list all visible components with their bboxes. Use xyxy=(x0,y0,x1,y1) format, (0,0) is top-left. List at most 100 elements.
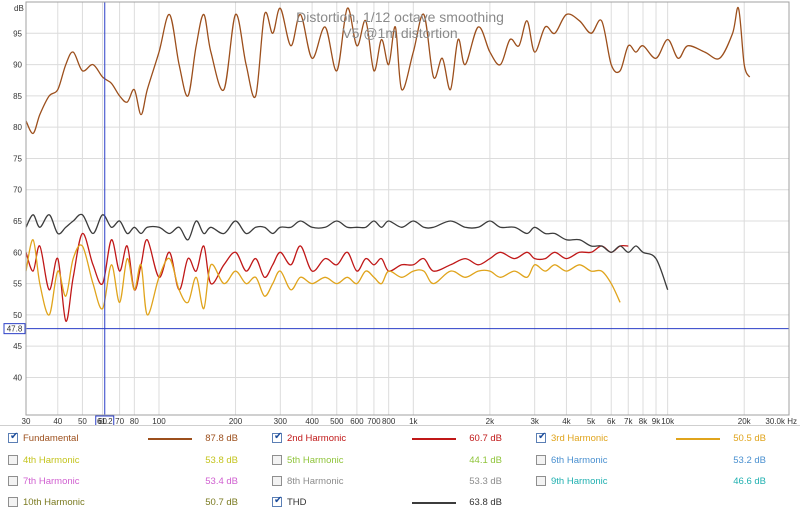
x-tick-label: 60 xyxy=(98,417,107,425)
legend-checkbox-4th-harmonic[interactable] xyxy=(8,455,18,465)
chart-subtitle: V5 @1m distortion xyxy=(342,25,457,41)
x-tick-label: 500 xyxy=(330,417,344,425)
legend-swatch xyxy=(148,438,192,440)
x-tick-label: 100 xyxy=(152,417,166,425)
legend-checkbox-thd[interactable]: ✔ xyxy=(272,495,283,507)
legend-value: 53.4 dB xyxy=(205,476,238,487)
legend-item-4th-harmonic[interactable]: 4th Harmonic 53.8 dB xyxy=(8,452,258,470)
legend-swatch xyxy=(676,438,720,440)
legend-value: 50.5 dB xyxy=(733,433,766,444)
cursor-x-value: 61.2 xyxy=(97,417,113,425)
legend-value: 53.2 dB xyxy=(733,455,766,466)
cursor[interactable]: 61.2 47.8 xyxy=(3,2,789,425)
x-tick-label: 10k xyxy=(661,417,675,425)
plot-frame xyxy=(25,1,790,416)
x-tick-label: 40 xyxy=(53,417,62,425)
checkmark-icon: ✔ xyxy=(274,495,283,506)
x-tick-label: 5k xyxy=(587,417,596,425)
y-tick-label: 50 xyxy=(13,311,22,320)
checkmark-icon: ✔ xyxy=(538,431,547,442)
legend-item-2nd-harmonic[interactable]: ✔ 2nd Harmonic 60.7 dB xyxy=(272,430,522,448)
x-tick-label: 2k xyxy=(486,417,495,425)
x-tick-label: 600 xyxy=(350,417,364,425)
x-tick-label: 7k xyxy=(624,417,633,425)
legend-item-5th-harmonic[interactable]: 5th Harmonic 44.1 dB xyxy=(272,452,522,470)
y-tick-label: 85 xyxy=(13,92,22,101)
y-tick-label: 70 xyxy=(13,186,22,195)
legend-item-8th-harmonic[interactable]: 8th Harmonic 53.3 dB xyxy=(272,473,522,491)
legend-label: THD xyxy=(287,497,307,508)
x-tick-label: 300 xyxy=(274,417,288,425)
legend-value: 53.3 dB xyxy=(469,476,502,487)
legend-item-thd[interactable]: ✔ THD 63.8 dB xyxy=(272,494,522,512)
legend-item-10th-harmonic[interactable]: 10th Harmonic 50.7 dB xyxy=(8,494,258,512)
legend-label: 4th Harmonic xyxy=(23,455,80,466)
x-tick-label: 8k xyxy=(639,417,648,425)
legend-checkbox-fundamental[interactable]: ✔ xyxy=(8,431,19,443)
legend-swatch xyxy=(412,502,456,504)
y-tick-label: 90 xyxy=(13,61,22,70)
legend-value: 63.8 dB xyxy=(469,497,502,508)
series-layer xyxy=(25,6,751,322)
x-tick-label: 30 xyxy=(22,417,31,425)
x-tick-label: 80 xyxy=(130,417,139,425)
legend-label: 2nd Harmonic xyxy=(287,433,347,444)
legend-item-3rd-harmonic[interactable]: ✔ 3rd Harmonic 50.5 dB xyxy=(536,430,786,448)
legend-item-9th-harmonic[interactable]: 9th Harmonic 46.6 dB xyxy=(536,473,786,491)
x-tick-label: 6k xyxy=(607,417,616,425)
y-axis-unit: dB xyxy=(14,4,24,13)
legend-value: 46.6 dB xyxy=(733,476,766,487)
y-tick-label: 75 xyxy=(13,154,22,163)
legend-value: 53.8 dB xyxy=(205,455,238,466)
legend-label: Fundamental xyxy=(23,433,79,444)
x-tick-label: 800 xyxy=(382,417,396,425)
plot-background xyxy=(0,0,800,425)
series-line-3rd-harmonic xyxy=(25,239,621,316)
legend-label: 9th Harmonic xyxy=(551,476,608,487)
legend-value: 44.1 dB xyxy=(469,455,502,466)
y-tick-label: 80 xyxy=(13,123,22,132)
y-tick-label: 65 xyxy=(13,217,22,226)
legend-item-fundamental[interactable]: ✔ Fundamental 87.8 dB xyxy=(8,430,258,448)
checkmark-icon: ✔ xyxy=(10,431,19,442)
cursor-y-label-box xyxy=(3,323,26,335)
y-tick-label: 95 xyxy=(13,29,22,38)
legend-label: 6th Harmonic xyxy=(551,455,608,466)
legend-checkbox-2nd-harmonic[interactable]: ✔ xyxy=(272,431,282,443)
series-line-fundamental xyxy=(25,6,751,135)
legend-value: 60.7 dB xyxy=(469,433,502,444)
series-line-thd xyxy=(25,213,669,291)
x-tick-label: 4k xyxy=(562,417,571,425)
chart-title: Distortion, 1/12 octave smoothing xyxy=(296,9,504,25)
legend-checkbox-10th-harmonic[interactable] xyxy=(8,497,18,507)
legend-label: 10th Harmonic xyxy=(23,497,85,508)
legend-value: 87.8 dB xyxy=(205,433,238,444)
y-tick-label: 60 xyxy=(13,248,22,257)
x-tick-label: 70 xyxy=(115,417,124,425)
legend-label: 7th Harmonic xyxy=(23,476,80,487)
legend-item-6th-harmonic[interactable]: 6th Harmonic 53.2 dB xyxy=(536,452,786,470)
legend-checkbox-7th-harmonic[interactable] xyxy=(8,476,18,486)
legend-label: 5th Harmonic xyxy=(287,455,344,466)
legend-swatch xyxy=(412,438,456,440)
x-tick-label: 1k xyxy=(409,417,418,425)
legend-item-7th-harmonic[interactable]: 7th Harmonic 53.4 dB xyxy=(8,473,258,491)
grid xyxy=(25,2,790,415)
y-tick-label: 45 xyxy=(13,342,22,351)
x-tick-label: 700 xyxy=(367,417,381,425)
legend-value: 50.7 dB xyxy=(205,497,238,508)
legend-checkbox-5th-harmonic[interactable] xyxy=(272,455,282,465)
axes: 40 45 50 55 60 65 70 75 80 85 90 95 30 40 50 60 70 80 100 2… xyxy=(13,1,797,425)
x-tick-label: 200 xyxy=(229,417,243,425)
x-tick-label: 400 xyxy=(305,417,319,425)
legend-panel: ✔ Fundamental 87.8 dB ✔ 2nd Harmonic 60.7 dB ✔… xyxy=(0,425,800,514)
legend-label: 3rd Harmonic xyxy=(551,433,609,444)
legend-checkbox-8th-harmonic[interactable] xyxy=(272,476,282,486)
y-tick-label: 40 xyxy=(13,373,22,382)
x-tick-label: 3k xyxy=(530,417,539,425)
legend-checkbox-9th-harmonic[interactable] xyxy=(536,476,546,486)
cursor-y-value: 47.8 xyxy=(7,325,23,334)
legend-checkbox-3rd-harmonic[interactable]: ✔ xyxy=(536,431,547,443)
legend-checkbox-6th-harmonic[interactable] xyxy=(536,455,546,465)
